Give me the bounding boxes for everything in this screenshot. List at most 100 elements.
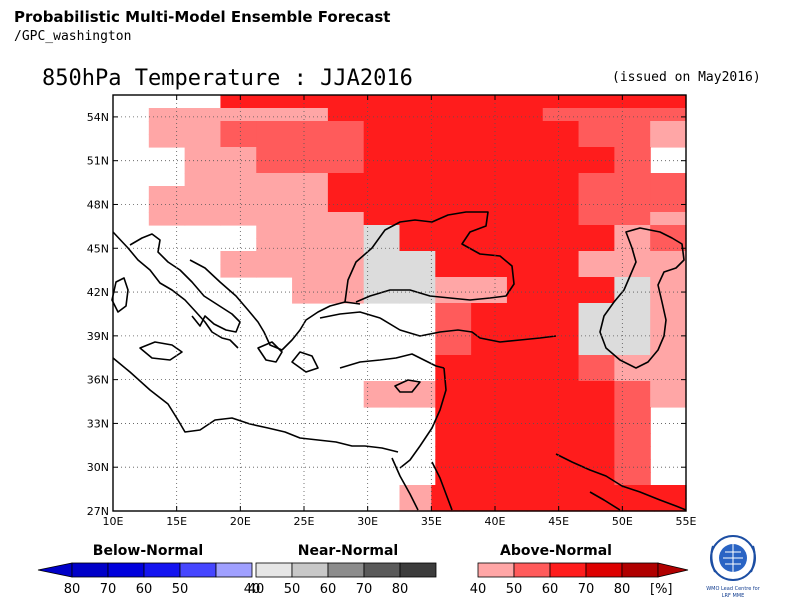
graticule	[113, 95, 686, 511]
probability-cell	[399, 225, 436, 239]
probability-cell	[622, 498, 655, 512]
probability-cell	[256, 238, 293, 252]
probability-cell	[148, 108, 186, 122]
probability-cell	[542, 95, 580, 109]
probability-cell	[471, 277, 508, 291]
probability-cell	[435, 446, 472, 460]
probability-cell	[542, 329, 580, 343]
map-frame	[112, 94, 687, 512]
lon-tick-label: 35E	[421, 515, 442, 528]
probability-cell	[614, 277, 651, 291]
probability-cell	[542, 160, 580, 174]
probability-cell	[435, 290, 472, 304]
probability-cell	[463, 498, 496, 512]
probability-cell	[506, 290, 544, 304]
probability-cell	[542, 381, 580, 395]
probability-cell	[435, 121, 472, 135]
probability-cell	[435, 264, 472, 278]
red-sea-coastline	[391, 457, 419, 511]
probability-cell	[578, 342, 615, 356]
probability-cell	[399, 238, 436, 252]
probability-cell	[220, 121, 257, 135]
probability-cell	[327, 173, 365, 187]
probability-cell	[363, 394, 401, 408]
probability-cell	[614, 394, 651, 408]
probability-cell	[614, 381, 651, 395]
probability-cell	[471, 95, 508, 109]
probability-cell	[435, 251, 472, 265]
probability-cell	[435, 238, 472, 252]
probability-cell	[292, 212, 329, 226]
probability-cell	[327, 108, 365, 122]
probability-cell	[435, 160, 472, 174]
probability-cell	[220, 160, 257, 174]
probability-cell	[471, 303, 508, 317]
probability-cell	[542, 355, 580, 369]
probability-cell	[650, 173, 687, 187]
persian-gulf-south-coastline	[589, 491, 621, 511]
probability-cell	[256, 199, 293, 213]
lat-tick-label: 45N	[87, 242, 109, 255]
above-legend-swatch	[621, 562, 659, 578]
probability-cell	[148, 199, 186, 213]
probability-cell	[256, 134, 293, 148]
probability-cell	[363, 147, 401, 161]
probability-cell	[327, 160, 365, 174]
probability-cell	[292, 134, 329, 148]
probability-cell	[399, 147, 436, 161]
probability-cell	[435, 212, 472, 226]
probability-cell	[292, 173, 329, 187]
above-legend-value: 70	[578, 582, 595, 597]
probability-cell	[363, 225, 401, 239]
probability-cell	[506, 264, 544, 278]
probability-cell	[506, 394, 544, 408]
near-legend-value: 50	[284, 582, 301, 597]
probability-cell	[184, 134, 222, 148]
probability-cell	[399, 277, 436, 291]
probability-cell	[327, 264, 365, 278]
probability-cell	[148, 186, 186, 200]
probability-cell	[542, 108, 580, 122]
probability-cell	[471, 420, 508, 434]
probability-cell	[650, 394, 687, 408]
probability-cell	[578, 433, 615, 447]
probability-cell	[256, 186, 293, 200]
probability-cell	[292, 264, 329, 278]
probability-cell	[542, 420, 580, 434]
near-legend-swatch	[363, 562, 401, 578]
lat-tick-label: 51N	[87, 155, 109, 168]
probability-cell	[614, 420, 651, 434]
probability-cell	[578, 394, 615, 408]
probability-cell	[650, 303, 687, 317]
probability-cell	[578, 368, 615, 382]
probability-cell	[363, 160, 401, 174]
lat-tick-label: 54N	[87, 111, 109, 124]
above-legend-swatch	[477, 562, 515, 578]
probability-cell	[327, 95, 365, 109]
probability-cell	[614, 108, 651, 122]
italy-coastline	[112, 231, 239, 349]
lon-tick-label: 20E	[230, 515, 251, 528]
probability-cell	[542, 446, 580, 460]
probability-cell	[292, 238, 329, 252]
probability-cell	[578, 199, 615, 213]
probability-cell	[471, 147, 508, 161]
probability-cell	[506, 446, 544, 460]
probability-cell	[220, 173, 257, 187]
probability-cell	[614, 251, 651, 265]
probability-cell	[614, 173, 651, 187]
probability-cell	[590, 498, 623, 512]
probability-cell	[578, 173, 615, 187]
probability-cell	[327, 212, 365, 226]
probability-cell	[435, 277, 472, 291]
probability-cell	[292, 186, 329, 200]
probability-cell	[471, 472, 508, 486]
probability-cell	[327, 121, 365, 135]
probability-cell	[578, 446, 615, 460]
above-legend-value: 60	[542, 582, 559, 597]
logo-caption-2: LRF MME	[722, 593, 745, 599]
probability-cell	[542, 407, 580, 421]
below-legend-swatch	[179, 562, 217, 578]
probability-cell	[542, 433, 580, 447]
probability-cell	[471, 264, 508, 278]
